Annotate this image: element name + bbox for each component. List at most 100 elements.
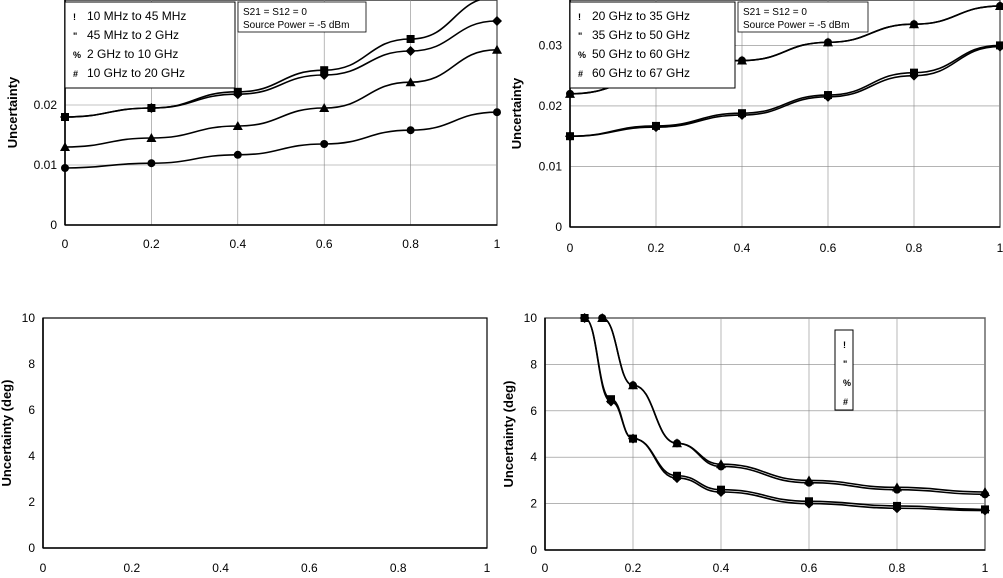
data-point-circle bbox=[61, 164, 69, 172]
data-point-square bbox=[673, 471, 681, 480]
series-line bbox=[64, 49, 498, 148]
legend-marker: ! bbox=[843, 340, 846, 350]
x-tick-label: 0.4 bbox=[713, 561, 730, 575]
legend-entry: 10 GHz to 20 GHz bbox=[87, 66, 185, 80]
series-line bbox=[569, 44, 1001, 137]
plot-frame bbox=[544, 317, 986, 551]
y-tick-label: 6 bbox=[28, 403, 35, 417]
legend-marker: % bbox=[578, 50, 586, 60]
series-line bbox=[569, 45, 1001, 137]
y-tick-label: 0.02 bbox=[34, 98, 58, 112]
y-tick-label: 0 bbox=[28, 541, 35, 555]
y-tick-label: 0.02 bbox=[539, 99, 563, 113]
y-tick-label: 10 bbox=[22, 311, 36, 325]
data-point-square bbox=[566, 132, 574, 141]
legend-marker: % bbox=[843, 378, 851, 388]
y-tick-label: 4 bbox=[530, 450, 537, 464]
legend-box bbox=[569, 1, 736, 89]
data-point-triangle bbox=[804, 475, 814, 485]
data-point-triangle bbox=[980, 487, 990, 496]
data-point-triangle bbox=[737, 55, 747, 65]
data-point-square bbox=[320, 66, 329, 75]
legend-marker: ! bbox=[73, 12, 76, 22]
legend-entry: 45 MHz to 2 GHz bbox=[87, 28, 179, 42]
legend-entry: 35 GHz to 50 GHz bbox=[592, 28, 690, 42]
data-point-triangle bbox=[60, 142, 70, 151]
x-tick-label: 0.6 bbox=[801, 561, 818, 575]
data-point-circle bbox=[406, 126, 415, 135]
data-point-square bbox=[652, 121, 660, 130]
y-axis-label: Uncertainty (deg) bbox=[0, 380, 14, 487]
x-tick-label: 0.8 bbox=[402, 237, 419, 251]
x-tick-label: 0.2 bbox=[625, 561, 642, 575]
legend-box bbox=[834, 329, 854, 411]
x-tick-label: 1 bbox=[997, 241, 1003, 255]
series-line bbox=[601, 317, 986, 496]
x-tick-label: 0.6 bbox=[301, 561, 318, 575]
y-tick-label: 0 bbox=[530, 543, 537, 557]
annotation: S21 = S12 = 0 Source Power = -5 dBm bbox=[737, 1, 869, 33]
x-tick-label: 1 bbox=[484, 561, 491, 575]
annotation-text: S21 = S12 = 0 bbox=[243, 7, 307, 18]
data-point-triangle bbox=[232, 121, 243, 130]
data-point-square bbox=[981, 505, 989, 514]
legend-entry: 60 GHz to 67 GHz bbox=[592, 66, 690, 80]
data-point-triangle bbox=[492, 44, 502, 54]
legend-marker: # bbox=[578, 69, 583, 79]
legend: ! "% # bbox=[834, 329, 854, 411]
legend-marker: " bbox=[73, 31, 77, 41]
legend-entry: 2 GHz to 10 GHz bbox=[87, 47, 178, 61]
x-tick-label: 0.8 bbox=[906, 241, 923, 255]
x-tick-label: 1 bbox=[494, 237, 501, 251]
annotation: S21 = S12 = 0 Source Power = -5 dBm bbox=[237, 1, 367, 33]
x-tick-label: 0.2 bbox=[123, 561, 140, 575]
legend-marker: ! bbox=[578, 12, 581, 22]
data-point-square bbox=[233, 87, 242, 96]
data-point-triangle bbox=[319, 103, 330, 112]
y-axis-label: Uncertainty (deg) bbox=[501, 381, 516, 488]
data-point-triangle bbox=[672, 438, 682, 448]
data-point-square bbox=[910, 68, 918, 77]
data-point-triangle bbox=[565, 88, 575, 98]
y-axis-label: Uncertainty bbox=[509, 77, 524, 149]
legend-marker: # bbox=[843, 397, 848, 407]
chart-top-right: 0 0.2 0.4 0.6 0.8 1 0 0.01 0.02 0.03 Uncertainty! 2… bbox=[509, 0, 1003, 255]
legend-box bbox=[64, 1, 236, 89]
legend-marker: % bbox=[73, 50, 81, 60]
x-tick-label: 0.6 bbox=[316, 237, 333, 251]
data-point-triangle bbox=[146, 133, 157, 142]
x-tick-label: 0.4 bbox=[229, 237, 246, 251]
data-point-square bbox=[629, 434, 637, 443]
y-tick-label: 0.01 bbox=[34, 158, 58, 172]
data-point-circle bbox=[147, 159, 156, 168]
annotation-box bbox=[237, 1, 367, 33]
x-tick-label: 1 bbox=[982, 561, 989, 575]
data-point-square bbox=[147, 104, 156, 112]
x-tick-label: 0.2 bbox=[143, 237, 160, 251]
data-point-circle bbox=[233, 150, 242, 159]
x-tick-label: 0.6 bbox=[820, 241, 837, 255]
data-point-triangle bbox=[892, 482, 902, 492]
data-point-diamond bbox=[492, 16, 502, 26]
plot-frame bbox=[42, 317, 488, 549]
annotation-text: S21 = S12 = 0 bbox=[743, 7, 807, 18]
y-tick-label: 0.01 bbox=[539, 159, 563, 173]
data-point-diamond bbox=[405, 46, 416, 56]
data-point-circle bbox=[320, 140, 329, 148]
data-point-circle bbox=[493, 108, 501, 117]
legend-entry: 50 GHz to 60 GHz bbox=[592, 47, 690, 61]
annotation-box bbox=[737, 1, 869, 33]
x-tick-label: 0.8 bbox=[889, 561, 906, 575]
legend: ! 10 MHz to 45 MHz " 45 MHz to 2 GHz% 2 GHz … bbox=[64, 1, 236, 89]
data-point-square bbox=[824, 91, 832, 100]
x-tick-label: 0.4 bbox=[212, 561, 229, 575]
legend: ! 20 GHz to 35 GHz " 35 GHz to 50 GHz% 50 GH… bbox=[569, 1, 736, 89]
legend-entry: 20 GHz to 35 GHz bbox=[592, 9, 690, 23]
y-tick-label: 8 bbox=[28, 357, 35, 371]
data-point-square bbox=[717, 485, 725, 494]
y-tick-label: 2 bbox=[28, 495, 35, 509]
legend-marker: # bbox=[73, 69, 78, 79]
data-point-triangle bbox=[597, 313, 608, 322]
